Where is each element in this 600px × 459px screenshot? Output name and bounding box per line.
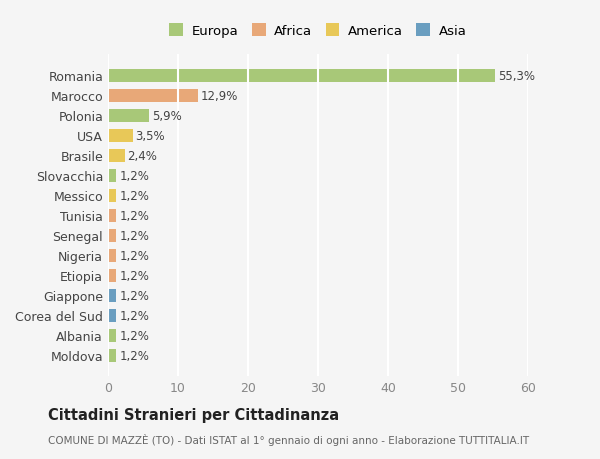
Bar bbox=[108, 349, 116, 362]
Text: Cittadini Stranieri per Cittadinanza: Cittadini Stranieri per Cittadinanza bbox=[48, 407, 339, 422]
Text: 2,4%: 2,4% bbox=[128, 150, 157, 162]
Text: 1,2%: 1,2% bbox=[119, 309, 149, 322]
Bar bbox=[108, 229, 116, 242]
Bar bbox=[108, 269, 116, 282]
Bar bbox=[108, 169, 116, 182]
Text: 1,2%: 1,2% bbox=[119, 249, 149, 262]
Text: 1,2%: 1,2% bbox=[119, 349, 149, 362]
Bar bbox=[108, 70, 495, 83]
Bar bbox=[108, 129, 133, 142]
Text: 1,2%: 1,2% bbox=[119, 289, 149, 302]
Bar bbox=[108, 150, 125, 162]
Legend: Europa, Africa, America, Asia: Europa, Africa, America, Asia bbox=[166, 20, 470, 42]
Text: COMUNE DI MAZZÈ (TO) - Dati ISTAT al 1° gennaio di ogni anno - Elaborazione TUTT: COMUNE DI MAZZÈ (TO) - Dati ISTAT al 1° … bbox=[48, 433, 529, 445]
Text: 1,2%: 1,2% bbox=[119, 229, 149, 242]
Text: 12,9%: 12,9% bbox=[201, 90, 238, 103]
Bar bbox=[108, 110, 149, 123]
Text: 1,2%: 1,2% bbox=[119, 189, 149, 202]
Bar bbox=[108, 189, 116, 202]
Text: 1,2%: 1,2% bbox=[119, 269, 149, 282]
Bar bbox=[108, 90, 198, 102]
Text: 1,2%: 1,2% bbox=[119, 209, 149, 222]
Text: 1,2%: 1,2% bbox=[119, 169, 149, 182]
Bar bbox=[108, 329, 116, 342]
Bar bbox=[108, 249, 116, 262]
Bar bbox=[108, 209, 116, 222]
Text: 3,5%: 3,5% bbox=[135, 129, 165, 142]
Text: 55,3%: 55,3% bbox=[498, 70, 535, 83]
Bar bbox=[108, 289, 116, 302]
Text: 1,2%: 1,2% bbox=[119, 329, 149, 342]
Bar bbox=[108, 309, 116, 322]
Text: 5,9%: 5,9% bbox=[152, 110, 182, 123]
